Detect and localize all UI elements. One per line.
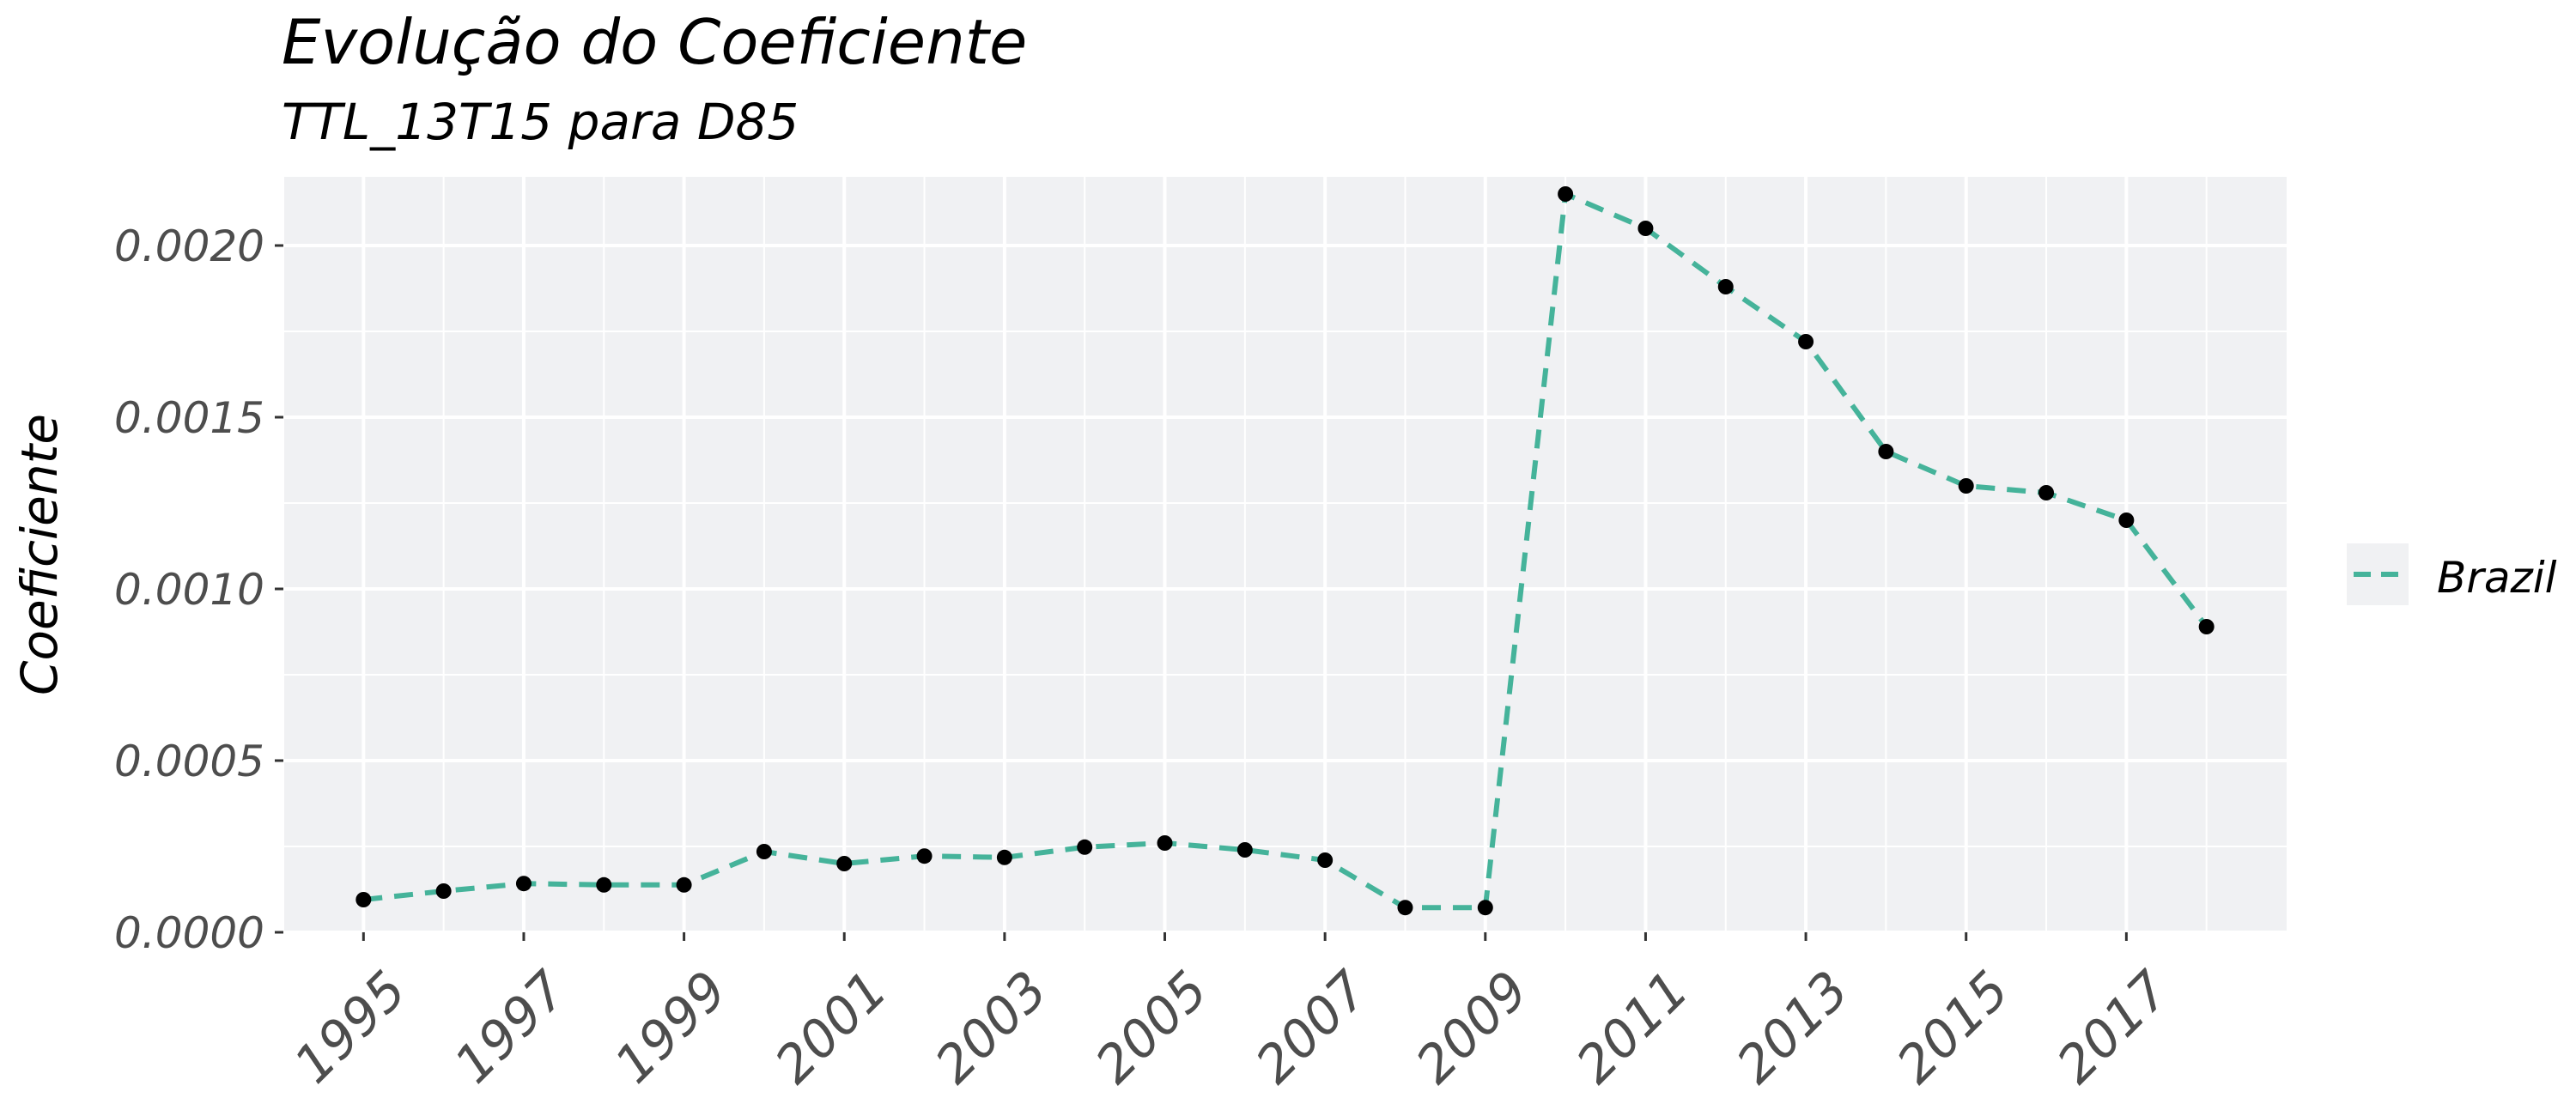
x-tick-label: 2011 xyxy=(1565,960,1700,1095)
data-point xyxy=(1477,900,1493,916)
data-point xyxy=(1637,221,1654,236)
chart-subtitle: TTL_13T15 para D85 xyxy=(282,93,799,151)
data-point xyxy=(2198,619,2215,634)
chart-title: Evolução do Coeficiente xyxy=(282,6,1027,78)
x-tick-label: 2015 xyxy=(1886,960,2020,1095)
data-point xyxy=(596,876,612,893)
data-point xyxy=(756,844,772,859)
plot-panel xyxy=(283,177,2287,932)
x-tick-label: 1999 xyxy=(604,960,738,1095)
data-point xyxy=(1397,900,1413,916)
data-point xyxy=(2118,513,2135,528)
x-tick-label: 2009 xyxy=(1405,960,1540,1095)
data-point xyxy=(1717,279,1734,294)
x-tick-label: 2003 xyxy=(924,960,1059,1095)
y-axis-title: Coeficiente xyxy=(10,414,69,695)
data-point xyxy=(1157,835,1173,851)
legend-label-brazil: Brazil xyxy=(2437,553,2557,603)
data-point xyxy=(676,876,692,893)
y-tick-label: 0.0020 xyxy=(114,221,264,271)
x-tick-label: 1997 xyxy=(443,960,578,1095)
data-point xyxy=(1958,478,1974,494)
y-tick-label: 0.0000 xyxy=(114,908,264,958)
data-point xyxy=(1077,839,1093,855)
data-point xyxy=(435,883,452,899)
series-brazil xyxy=(355,186,2215,916)
legend: Brazil xyxy=(2347,543,2557,605)
x-tick-label: 2005 xyxy=(1084,960,1219,1095)
data-point xyxy=(1798,334,1814,349)
data-point xyxy=(355,892,372,907)
data-point xyxy=(916,848,933,864)
data-point xyxy=(836,856,853,871)
x-tick-label: 2013 xyxy=(1725,960,1860,1095)
series-line-brazil xyxy=(362,191,2209,911)
data-point xyxy=(515,876,532,892)
data-point xyxy=(2038,485,2055,500)
data-point xyxy=(1236,842,1253,858)
data-point xyxy=(1878,444,1894,459)
x-tick-label: 2007 xyxy=(1244,960,1379,1095)
data-point xyxy=(1317,852,1334,868)
x-tick-label: 2001 xyxy=(763,960,898,1095)
y-tick-label: 0.0005 xyxy=(114,737,264,786)
data-point xyxy=(1558,186,1574,202)
grid-lines xyxy=(283,177,2287,934)
y-tick-label: 0.0015 xyxy=(114,393,264,443)
y-tick-label: 0.0010 xyxy=(114,565,264,615)
x-tick-label: 2017 xyxy=(2046,960,2181,1095)
x-tick-label: 1995 xyxy=(283,960,418,1095)
data-point xyxy=(996,849,1012,865)
